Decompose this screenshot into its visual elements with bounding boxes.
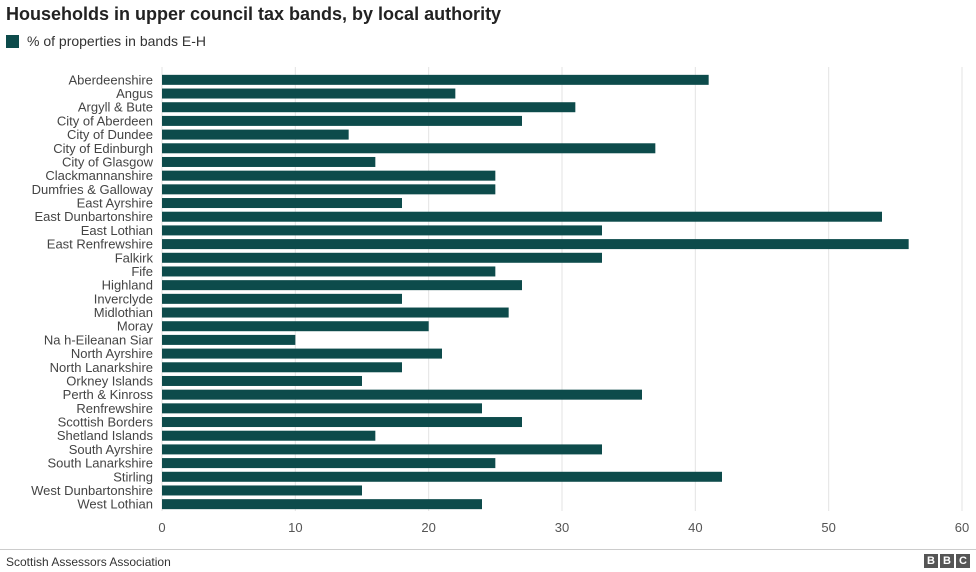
bar <box>162 471 722 482</box>
category-label: Angus <box>116 86 153 101</box>
legend-swatch <box>6 34 19 48</box>
bar <box>162 430 376 441</box>
bar <box>162 211 882 222</box>
bar <box>162 280 522 291</box>
legend: % of properties in bands E-H <box>6 33 206 49</box>
bar <box>162 485 362 496</box>
bar <box>162 115 522 126</box>
category-label: Falkirk <box>115 250 154 265</box>
bar <box>162 225 602 236</box>
category-label: South Lanarkshire <box>47 456 153 471</box>
category-label: North Ayrshire <box>71 346 153 361</box>
x-tick-label: 0 <box>158 520 165 535</box>
bar <box>162 266 496 277</box>
bar <box>162 74 709 85</box>
category-label: Argyll & Bute <box>78 100 153 115</box>
bar <box>162 143 656 154</box>
footer-divider <box>0 549 976 550</box>
category-label: Orkney Islands <box>66 373 153 388</box>
category-label: Inverclyde <box>94 291 153 306</box>
category-label: East Ayrshire <box>77 196 153 211</box>
category-label: Shetland Islands <box>57 428 154 443</box>
bar <box>162 321 429 332</box>
x-tick-label: 30 <box>555 520 569 535</box>
category-label: West Dunbartonshire <box>31 483 153 498</box>
category-label: City of Edinburgh <box>53 141 153 156</box>
bar <box>162 170 496 181</box>
category-label: East Renfrewshire <box>47 237 153 252</box>
bar <box>162 307 509 318</box>
x-tick-label: 20 <box>421 520 435 535</box>
bar <box>162 293 402 304</box>
category-label: Na h-Eileanan Siar <box>44 332 154 347</box>
bar <box>162 88 456 99</box>
bar <box>162 375 362 386</box>
category-label: East Dunbartonshire <box>34 209 153 224</box>
bar <box>162 252 602 263</box>
x-tick-label: 40 <box>688 520 702 535</box>
category-label: Clackmannanshire <box>45 168 153 183</box>
category-label: North Lanarkshire <box>50 360 153 375</box>
bar <box>162 362 402 373</box>
bar <box>162 417 522 428</box>
category-label: City of Aberdeen <box>57 113 153 128</box>
bar <box>162 156 376 167</box>
category-label: Perth & Kinross <box>63 387 154 402</box>
category-label: Moray <box>117 319 154 334</box>
bar <box>162 403 482 414</box>
x-tick-label: 50 <box>821 520 835 535</box>
bar <box>162 348 442 359</box>
category-label: South Ayrshire <box>69 442 153 457</box>
bar <box>162 198 402 209</box>
bar <box>162 444 602 455</box>
bar <box>162 184 496 195</box>
bar <box>162 334 296 345</box>
bar <box>162 389 642 400</box>
category-label: Aberdeenshire <box>68 72 153 87</box>
chart-title: Households in upper council tax bands, b… <box>6 4 502 24</box>
category-label: City of Glasgow <box>62 154 154 169</box>
category-label: Midlothian <box>94 305 153 320</box>
bar <box>162 129 349 140</box>
category-label: Dumfries & Galloway <box>32 182 154 197</box>
bar <box>162 239 909 250</box>
category-label: East Lothian <box>81 223 153 238</box>
category-label: Stirling <box>113 469 153 484</box>
x-tick-label: 60 <box>955 520 969 535</box>
category-label: Fife <box>131 264 153 279</box>
category-label: West Lothian <box>77 497 153 512</box>
bar <box>162 102 576 113</box>
bar <box>162 499 482 510</box>
legend-label: % of properties in bands E-H <box>27 33 206 49</box>
bar <box>162 458 496 469</box>
x-tick-label: 10 <box>288 520 302 535</box>
source-note: Scottish Assessors Association <box>6 555 171 569</box>
category-label: Highland <box>102 278 153 293</box>
category-label: Scottish Borders <box>58 415 154 430</box>
category-label: Renfrewshire <box>76 401 153 416</box>
category-label: City of Dundee <box>67 127 153 142</box>
